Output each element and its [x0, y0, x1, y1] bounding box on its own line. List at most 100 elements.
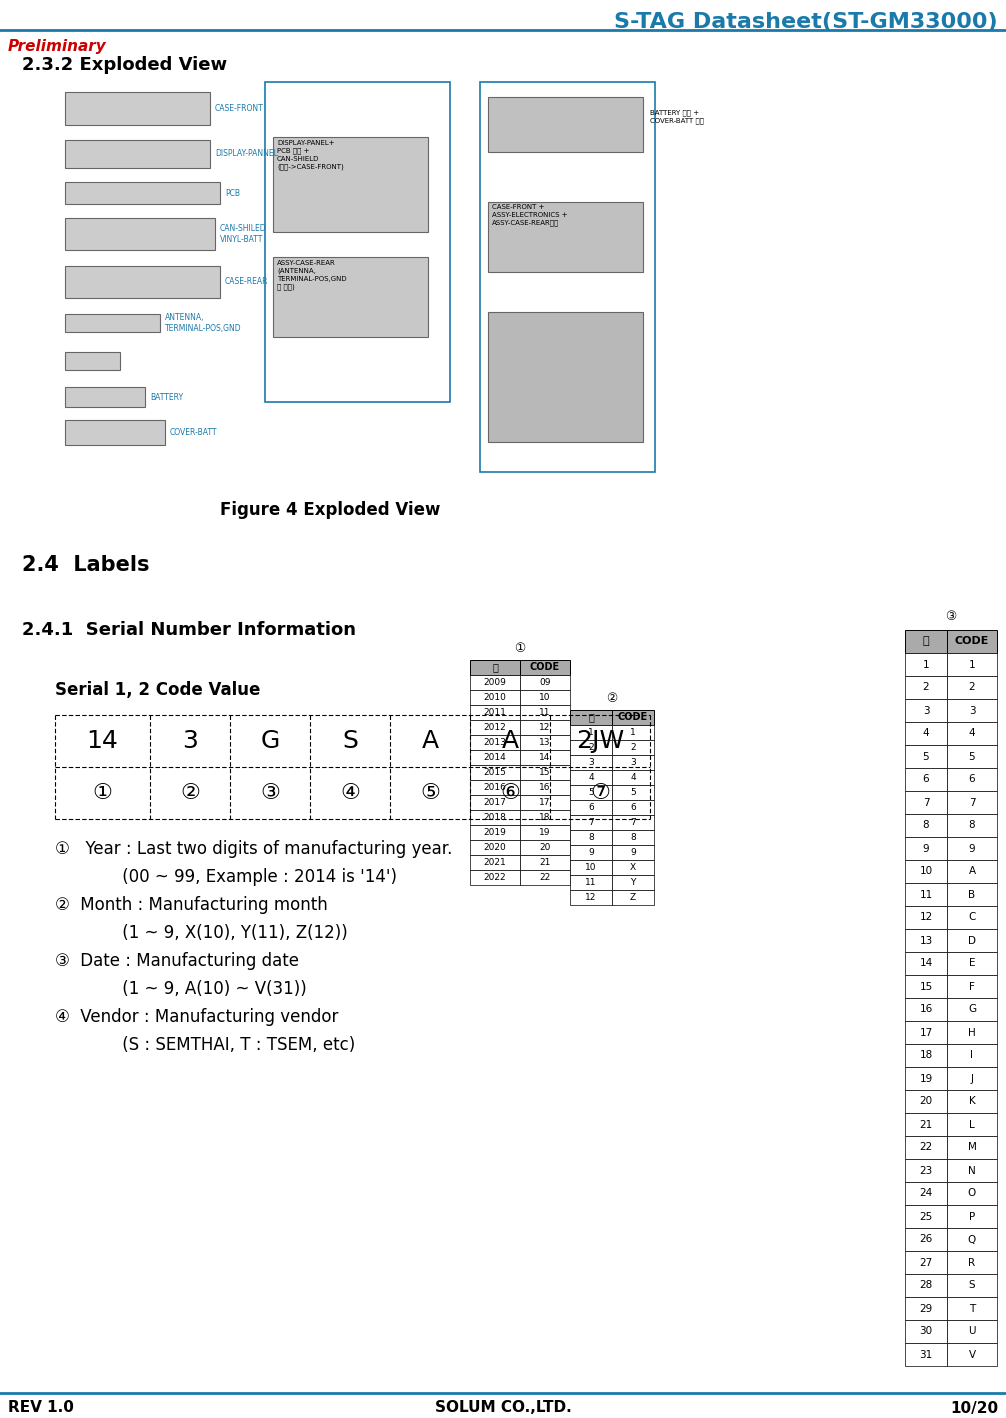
Text: ③: ③ [946, 610, 957, 623]
FancyBboxPatch shape [520, 691, 570, 705]
Text: P: P [969, 1211, 975, 1221]
FancyBboxPatch shape [905, 1251, 947, 1273]
FancyBboxPatch shape [905, 1044, 947, 1066]
Text: 2: 2 [589, 743, 594, 752]
FancyBboxPatch shape [905, 1343, 947, 1366]
Text: Serial 1, 2 Code Value: Serial 1, 2 Code Value [55, 681, 261, 699]
FancyBboxPatch shape [905, 1273, 947, 1297]
FancyBboxPatch shape [612, 725, 654, 740]
Text: 2017: 2017 [484, 798, 506, 807]
Text: PCB: PCB [225, 189, 240, 197]
FancyBboxPatch shape [488, 312, 643, 442]
FancyBboxPatch shape [488, 96, 643, 152]
Text: 28: 28 [919, 1280, 933, 1290]
FancyBboxPatch shape [947, 722, 997, 744]
Text: Vendor : Manufacturing vendor: Vendor : Manufacturing vendor [75, 1008, 338, 1027]
Text: A: A [422, 729, 439, 753]
FancyBboxPatch shape [470, 795, 520, 810]
Text: 5: 5 [923, 752, 930, 761]
Text: 년: 년 [492, 662, 498, 672]
FancyBboxPatch shape [65, 420, 165, 445]
Text: A: A [969, 866, 976, 876]
Text: 9: 9 [969, 844, 975, 854]
Text: R: R [969, 1258, 976, 1268]
Text: 2: 2 [630, 743, 636, 752]
FancyBboxPatch shape [612, 845, 654, 859]
Text: 15: 15 [919, 981, 933, 991]
FancyBboxPatch shape [570, 710, 612, 725]
Text: 15: 15 [539, 769, 550, 777]
Text: ⑦: ⑦ [590, 783, 610, 803]
Text: H: H [968, 1028, 976, 1038]
FancyBboxPatch shape [65, 140, 210, 167]
Text: 5: 5 [969, 752, 975, 761]
FancyBboxPatch shape [570, 800, 612, 815]
FancyBboxPatch shape [65, 218, 215, 250]
Text: 8: 8 [589, 832, 594, 842]
Text: 12: 12 [539, 723, 550, 732]
FancyBboxPatch shape [947, 1136, 997, 1159]
Text: 22: 22 [919, 1143, 933, 1153]
FancyBboxPatch shape [570, 891, 612, 905]
Text: 7: 7 [923, 797, 930, 807]
Text: CODE: CODE [618, 712, 648, 723]
Text: 2: 2 [969, 682, 975, 692]
Text: Preliminary: Preliminary [8, 38, 107, 54]
FancyBboxPatch shape [947, 859, 997, 883]
FancyBboxPatch shape [947, 1113, 997, 1136]
FancyBboxPatch shape [905, 654, 947, 676]
Text: 17: 17 [919, 1028, 933, 1038]
Text: REV 1.0: REV 1.0 [8, 1401, 73, 1415]
Text: ④: ④ [340, 783, 360, 803]
Text: ②: ② [55, 896, 69, 915]
Text: 7: 7 [630, 818, 636, 827]
FancyBboxPatch shape [947, 1251, 997, 1273]
FancyBboxPatch shape [470, 675, 520, 691]
Text: V: V [969, 1350, 976, 1360]
Text: ②: ② [607, 692, 618, 705]
Text: 8: 8 [969, 821, 975, 831]
Text: 17: 17 [539, 798, 550, 807]
FancyBboxPatch shape [570, 830, 612, 845]
FancyBboxPatch shape [905, 1066, 947, 1090]
FancyBboxPatch shape [947, 837, 997, 859]
FancyBboxPatch shape [470, 780, 520, 795]
FancyBboxPatch shape [947, 1320, 997, 1343]
Text: O: O [968, 1188, 976, 1198]
FancyBboxPatch shape [905, 906, 947, 929]
FancyBboxPatch shape [612, 786, 654, 800]
FancyBboxPatch shape [905, 998, 947, 1021]
FancyBboxPatch shape [947, 769, 997, 791]
Text: 3: 3 [182, 729, 198, 753]
Text: 10: 10 [539, 693, 550, 702]
Text: Z: Z [630, 893, 636, 902]
FancyBboxPatch shape [947, 929, 997, 951]
Text: 24: 24 [919, 1188, 933, 1198]
Text: ASSY-CASE-REAR
(ANTENNA,
TERMINAL-POS,GND
열 후진): ASSY-CASE-REAR (ANTENNA, TERMINAL-POS,GN… [277, 259, 347, 289]
FancyBboxPatch shape [470, 735, 520, 750]
FancyBboxPatch shape [612, 815, 654, 830]
Text: 13: 13 [919, 936, 933, 946]
FancyBboxPatch shape [470, 691, 520, 705]
FancyBboxPatch shape [520, 705, 570, 720]
FancyBboxPatch shape [947, 676, 997, 699]
Text: 8: 8 [630, 832, 636, 842]
FancyBboxPatch shape [947, 1273, 997, 1297]
FancyBboxPatch shape [520, 855, 570, 871]
FancyBboxPatch shape [947, 998, 997, 1021]
FancyBboxPatch shape [470, 705, 520, 720]
Text: 1: 1 [630, 727, 636, 737]
Text: 6: 6 [630, 803, 636, 813]
Text: 2.4  Labels: 2.4 Labels [22, 554, 150, 576]
Text: CASE-FRONT: CASE-FRONT [215, 104, 264, 113]
FancyBboxPatch shape [947, 976, 997, 998]
FancyBboxPatch shape [520, 764, 570, 780]
FancyBboxPatch shape [65, 352, 120, 370]
Text: 3: 3 [630, 759, 636, 767]
Text: 일: 일 [923, 637, 930, 647]
FancyBboxPatch shape [905, 791, 947, 814]
FancyBboxPatch shape [65, 267, 220, 298]
FancyBboxPatch shape [905, 1228, 947, 1251]
FancyBboxPatch shape [570, 815, 612, 830]
FancyBboxPatch shape [947, 1021, 997, 1044]
